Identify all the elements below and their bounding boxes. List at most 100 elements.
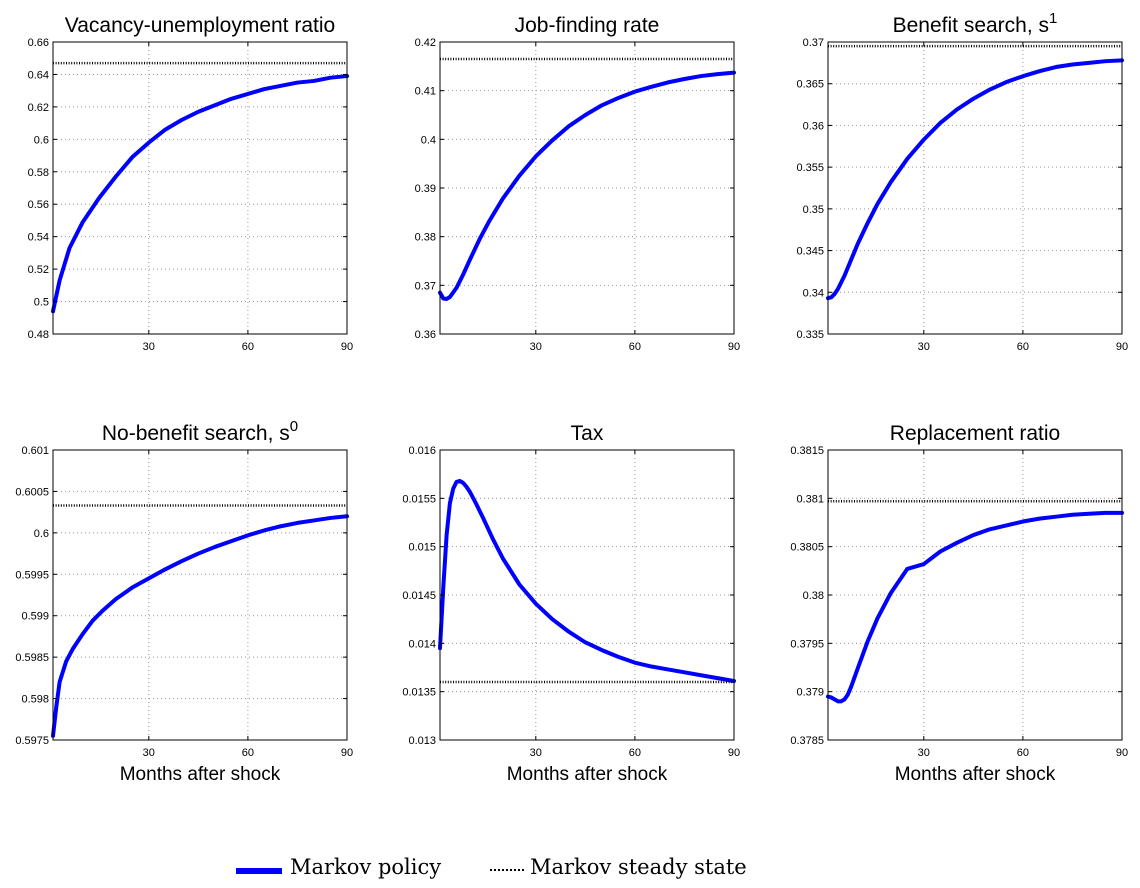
chart-panel-2: 30 60 90 0.36 0.37 0.38 0.39 0.4 0.41 0.42 Job-fin…: [415, 14, 741, 353]
y-tick-label: 0.5: [34, 297, 49, 309]
legend-label-policy: Markov policy: [290, 855, 442, 879]
y-tick-label: 0.37: [415, 280, 436, 292]
y-tick-label: 0.54: [28, 232, 49, 244]
axes-box: [52, 41, 348, 335]
y-tick-label: 0.014: [408, 638, 436, 650]
y-tick-label: 0.015: [408, 542, 436, 554]
x-tick-label: 90: [1116, 747, 1128, 759]
y-tick-label: 0.48: [28, 329, 49, 341]
x-tick-label: 30: [918, 341, 930, 353]
chart-title-superscript: 1: [1049, 10, 1057, 27]
y-tick-label: 0.0145: [402, 590, 436, 602]
x-tick-label: 90: [341, 341, 353, 353]
chart-panel-3: 30 60 90 0.335 0.34 0.345 0.35 0.355 0.36 0.365 0.…: [796, 10, 1128, 353]
y-tick-label: 0.599: [21, 611, 49, 623]
x-tick-label: 90: [728, 341, 740, 353]
y-tick-label: 0.381: [796, 493, 824, 505]
y-tick-label: 0.5985: [15, 652, 49, 664]
x-tick-label: 30: [530, 747, 542, 759]
series-line-policy: [438, 478, 736, 684]
y-tick-label: 0.38: [803, 590, 824, 602]
x-axis-label: Months after shock: [507, 764, 668, 785]
chart-title: No-benefit search, s0: [102, 418, 298, 445]
chart-panel-5: 30 60 90 0.013 0.0135 0.014 0.0145 0.015 0.0155 0…: [402, 422, 740, 785]
x-tick-label: 90: [728, 747, 740, 759]
x-tick-label: 90: [341, 747, 353, 759]
y-tick-label: 0.35: [803, 204, 824, 216]
y-tick-label: 0.6005: [15, 486, 49, 498]
series-line-policy: [51, 514, 349, 738]
chart-title-text: Vacancy-unemployment ratio: [65, 14, 335, 37]
y-tick-label: 0.6: [34, 528, 49, 540]
legend-swatch-steady-state: [490, 869, 524, 871]
y-tick-label: 0.66: [28, 37, 49, 49]
y-tick-label: 0.0155: [402, 493, 436, 505]
figure: 30 60 90 0.48 0.5 0.52 0.54 0.56 0.58 0.6 0.62 0.64…: [15, 10, 1128, 785]
x-tick-label: 30: [918, 747, 930, 759]
chart-title: Job-finding rate: [515, 14, 660, 37]
plot-area: [53, 42, 347, 334]
y-tick-label: 0.3795: [790, 638, 824, 650]
plot-area: [53, 450, 347, 740]
chart-title-text: Benefit search, s: [893, 14, 1049, 37]
y-tick-label: 0.013: [408, 735, 436, 747]
chart-panel-1: 30 60 90 0.48 0.5 0.52 0.54 0.56 0.58 0.6 0.62 0.64…: [28, 14, 354, 353]
chart-title: Vacancy-unemployment ratio: [65, 14, 335, 37]
x-tick-label: 90: [1116, 341, 1128, 353]
y-tick-label: 0.3815: [790, 445, 824, 457]
y-tick-label: 0.39: [415, 183, 436, 195]
y-tick-label: 0.36: [415, 329, 436, 341]
x-tick-label: 60: [629, 341, 641, 353]
x-tick-label: 30: [530, 341, 542, 353]
chart-title: Replacement ratio: [890, 422, 1060, 445]
plot-area: [828, 42, 1122, 334]
y-tick-label: 0.601: [21, 445, 49, 457]
y-tick-label: 0.34: [803, 287, 824, 299]
chart-title-text: Tax: [571, 422, 604, 445]
chart-title-text: Replacement ratio: [890, 422, 1060, 445]
chart-title-text: Job-finding rate: [515, 14, 660, 37]
y-tick-label: 0.41: [415, 86, 436, 98]
y-tick-label: 0.379: [796, 687, 824, 699]
x-tick-label: 60: [629, 747, 641, 759]
y-tick-label: 0.5995: [15, 569, 49, 581]
y-tick-label: 0.52: [28, 264, 49, 276]
axes-box: [52, 449, 348, 741]
y-tick-label: 0.6: [34, 134, 49, 146]
y-tick-label: 0.42: [415, 37, 436, 49]
chart-title: Tax: [571, 422, 604, 445]
axes-box: [827, 41, 1123, 335]
chart-title-superscript: 0: [290, 418, 298, 435]
x-tick-label: 60: [242, 747, 254, 759]
chart-title: Benefit search, s1: [893, 10, 1058, 37]
series-line-policy: [438, 70, 736, 301]
y-tick-label: 0.355: [796, 162, 824, 174]
y-tick-label: 0.58: [28, 167, 49, 179]
chart-panel-4: 30 60 90 0.5975 0.598 0.5985 0.599 0.5995 0.6 0.6…: [15, 418, 353, 785]
series-line-policy: [826, 510, 1124, 704]
x-axis-label: Months after shock: [895, 764, 1056, 785]
y-tick-label: 0.38: [415, 232, 436, 244]
chart-panel-6: 30 60 90 0.3785 0.379 0.3795 0.38 0.3805 0.381 0.…: [790, 422, 1128, 785]
series-line-policy: [826, 58, 1124, 301]
series-line-policy: [51, 74, 349, 314]
y-tick-label: 0.5975: [15, 735, 49, 747]
x-tick-label: 60: [1017, 341, 1029, 353]
x-tick-label: 60: [242, 341, 254, 353]
x-tick-label: 30: [143, 341, 155, 353]
y-tick-label: 0.016: [408, 445, 436, 457]
legend-label-steady-state: Markov steady state: [530, 855, 747, 879]
y-tick-label: 0.64: [28, 69, 49, 81]
x-tick-label: 30: [143, 747, 155, 759]
y-tick-label: 0.56: [28, 199, 49, 211]
y-tick-label: 0.3785: [790, 735, 824, 747]
chart-title-text: No-benefit search, s: [102, 422, 290, 445]
x-axis-label: Months after shock: [120, 764, 281, 785]
y-tick-label: 0.365: [796, 79, 824, 91]
y-tick-label: 0.4: [421, 134, 436, 146]
y-tick-label: 0.0135: [402, 687, 436, 699]
y-tick-label: 0.3805: [790, 542, 824, 554]
y-tick-label: 0.345: [796, 246, 824, 258]
y-tick-label: 0.598: [21, 694, 49, 706]
y-tick-label: 0.62: [28, 102, 49, 114]
